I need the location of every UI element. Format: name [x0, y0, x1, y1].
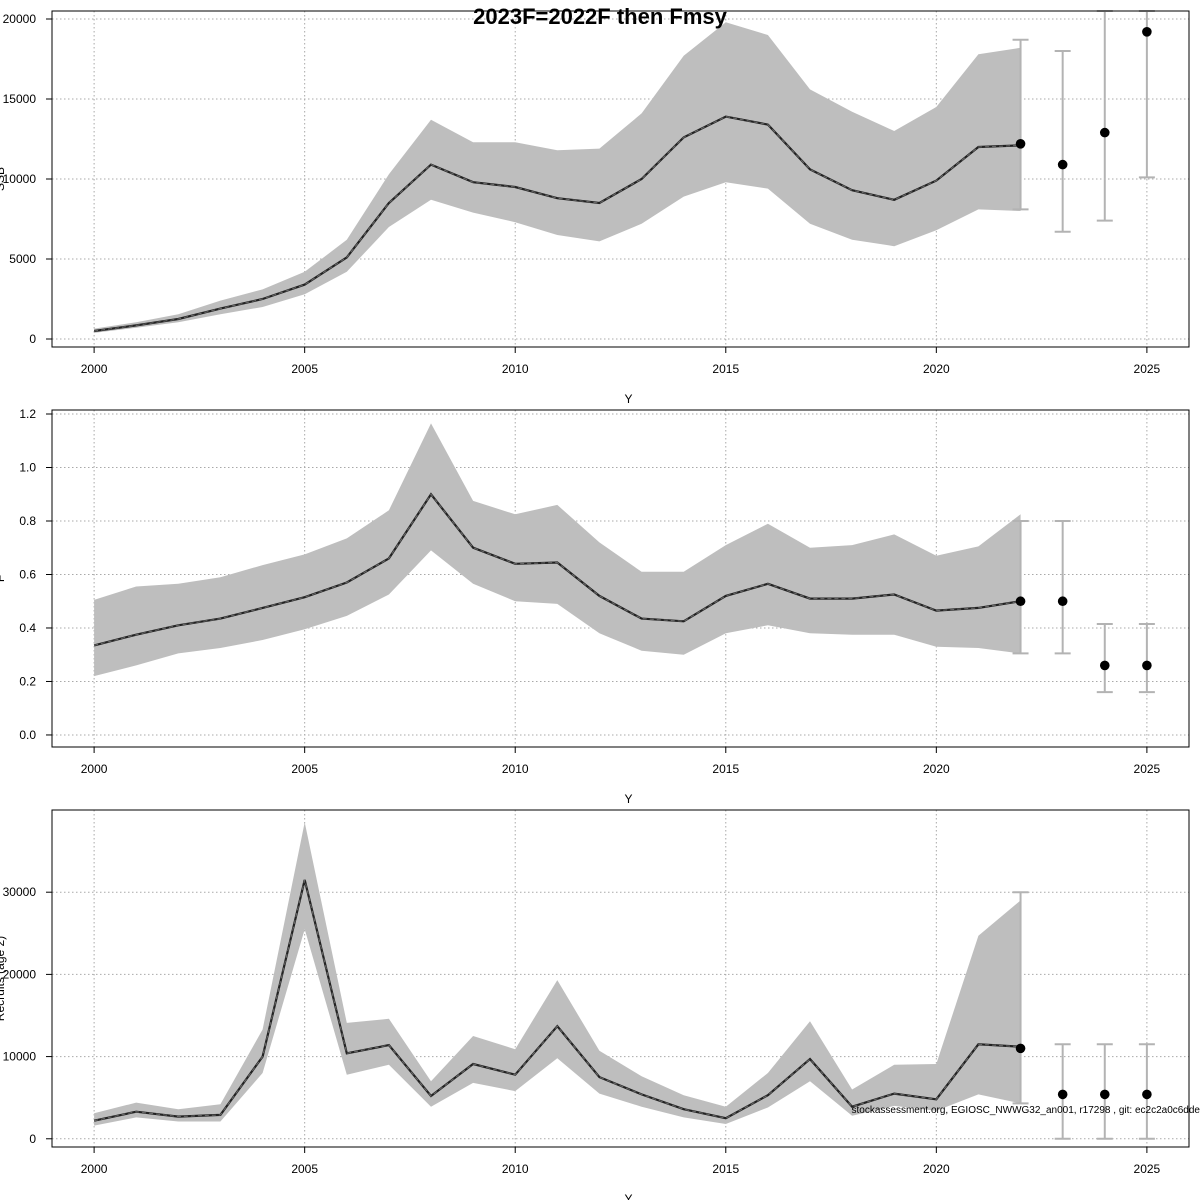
forecast-point — [1057, 1089, 1068, 1100]
y-tick-label: 10000 — [3, 1050, 37, 1064]
x-tick-label: 2010 — [502, 362, 529, 376]
forecast-point — [1015, 139, 1026, 149]
x-tick-label: 2005 — [291, 362, 318, 376]
x-tick-label: 2025 — [1134, 762, 1161, 776]
x-tick-label: 2015 — [712, 362, 739, 376]
figure-title: 2023F=2022F then Fmsy — [473, 4, 728, 29]
forecast-point — [1057, 596, 1068, 607]
y-tick-label: 1.0 — [19, 461, 36, 475]
plot-frame — [51, 809, 1190, 1148]
x-tick-label: 2025 — [1134, 362, 1161, 376]
y-tick-label: 0.6 — [19, 567, 36, 581]
forecast-point — [1142, 660, 1152, 671]
forecast-point — [1099, 1089, 1110, 1100]
recruitment-estimate-line-dashes — [93, 879, 1021, 1122]
y-tick-label: 10000 — [3, 172, 37, 186]
y-tick-label: 15000 — [3, 92, 37, 106]
y-tick-label: 0.8 — [19, 514, 36, 528]
x-tick-label: 2015 — [712, 1162, 739, 1176]
x-tick-label: 2005 — [291, 1162, 318, 1176]
forecast-point — [1142, 1089, 1152, 1100]
plot-frame — [51, 409, 1190, 748]
x-tick-label: 2010 — [502, 762, 529, 776]
forecast-point — [1015, 596, 1026, 607]
x-tick-label: 2000 — [81, 762, 108, 776]
forecast-point — [1099, 127, 1110, 138]
footer-stamp: stockassessment.org, EGIOSC_NWWG32_an001… — [851, 1105, 1200, 1116]
ssb-panel: 2000 2005 2010 2015 2020 2025 0 5000 10000 15000 2… — [0, 10, 1190, 406]
y-tick-label: 0 — [29, 332, 36, 346]
y-tick-label: 20000 — [3, 12, 37, 26]
ssb-confidence-band — [94, 22, 1021, 333]
fishing-mortality-panel: 2000 2005 2010 2015 2020 2025 0.0 0.2 0.4 0.6 0.8 1… — [0, 407, 1190, 806]
y-tick-label: 30000 — [3, 885, 37, 899]
ssb-estimate-line-dashes — [94, 116, 1021, 332]
x-tick-label: 2020 — [923, 1162, 950, 1176]
forecast-errorbar — [1096, 622, 1113, 694]
y-tick-label: 0 — [29, 1132, 36, 1146]
fishing-mortality-estimate-line-dashes — [93, 493, 1021, 646]
forecast-errorbar — [1012, 38, 1029, 211]
x-axis-label: Y — [624, 392, 632, 406]
recruitment-panel: 2000 2005 2010 2015 2020 2025 0 10000 20000 30000… — [0, 809, 1190, 1200]
recruitment-confidence-band — [94, 822, 1021, 1126]
forecast-errorbar — [1054, 519, 1071, 655]
x-axis-label: Y — [624, 1192, 632, 1200]
forecast-errorbar — [1012, 891, 1029, 1105]
x-tick-label: 2015 — [712, 762, 739, 776]
x-tick-label: 2025 — [1134, 1162, 1161, 1176]
x-tick-label: 2005 — [291, 762, 318, 776]
y-tick-label: 5000 — [9, 252, 36, 266]
x-tick-label: 2000 — [81, 362, 108, 376]
y-axis-label: Recruits (age 2) — [0, 936, 7, 1021]
forecast-point — [1015, 1043, 1026, 1054]
fishing-mortality-confidence-band — [94, 423, 1021, 677]
forecast-errorbar — [1012, 519, 1029, 655]
forecast-errorbar — [1054, 50, 1071, 233]
x-tick-label: 2010 — [502, 1162, 529, 1176]
y-axis-label: F — [0, 575, 7, 582]
y-tick-label: 0.2 — [19, 674, 36, 688]
x-axis-label: Y — [624, 792, 632, 806]
forecast-point — [1099, 660, 1110, 671]
x-tick-label: 2020 — [923, 362, 950, 376]
y-axis-label: SSB — [0, 167, 7, 191]
y-tick-label: 0.0 — [19, 728, 36, 742]
x-tick-label: 2000 — [81, 1162, 108, 1176]
y-tick-label: 0.4 — [19, 621, 36, 635]
forecast-point — [1142, 27, 1152, 37]
forecast-errorbar — [1138, 622, 1155, 694]
forecast-point — [1057, 159, 1068, 170]
y-tick-label: 20000 — [3, 967, 37, 981]
x-tick-label: 2020 — [923, 762, 950, 776]
y-tick-label: 1.2 — [19, 407, 36, 421]
